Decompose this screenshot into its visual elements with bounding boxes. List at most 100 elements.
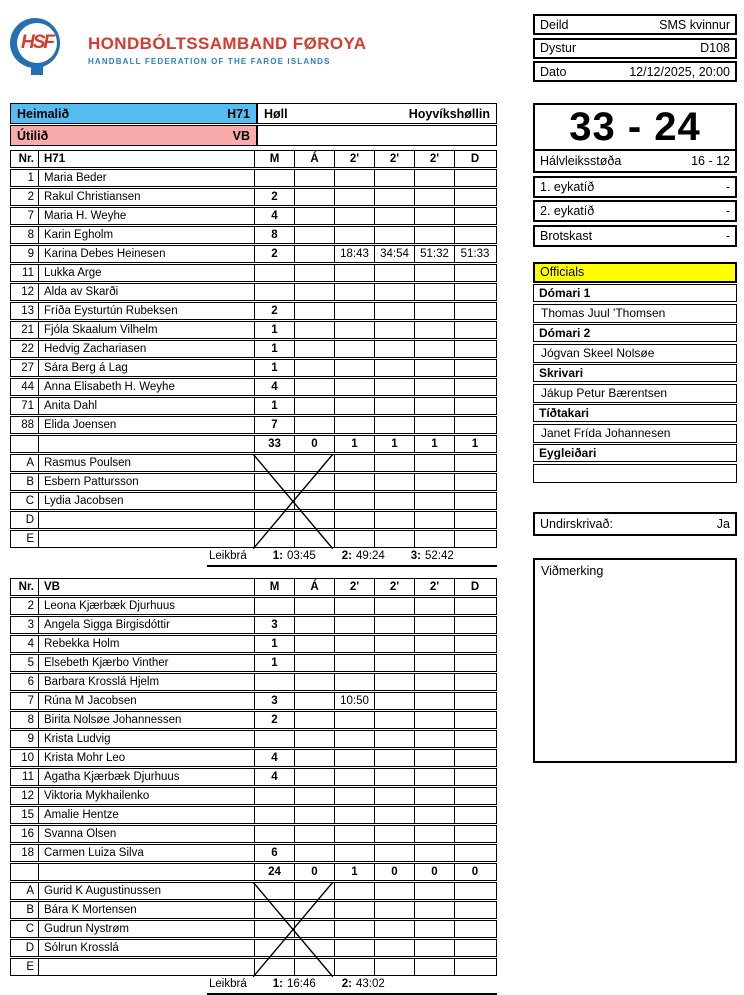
disqualification-cell <box>455 303 495 319</box>
suspension1-cell <box>335 788 375 804</box>
disqualification-cell <box>455 845 495 861</box>
suspension2-cell <box>375 598 415 614</box>
suspension2-cell <box>375 322 415 338</box>
suspension3-cell: 51:32 <box>415 246 455 262</box>
goals-cell: 2 <box>255 303 295 319</box>
player-name: Karin Egholm <box>39 227 255 243</box>
warning-cell <box>295 807 335 823</box>
suspension2-cell <box>375 360 415 376</box>
warning-cell <box>295 674 335 690</box>
extra-value: - <box>725 179 730 194</box>
suspension2-cell <box>375 379 415 395</box>
bench-name: Lydia Jacobsen <box>39 493 255 509</box>
player-row: 9 Karina Debes Heinesen 2 18:43 34:54 51… <box>10 245 497 263</box>
warning-cell <box>295 379 335 395</box>
player-name: Lukka Arge <box>39 265 255 281</box>
player-number: 12 <box>11 788 39 804</box>
bench-letter: C <box>11 921 39 937</box>
away-team-code: VB <box>232 128 250 143</box>
player-row: 44 Anna Elisabeth H. Weyhe 4 <box>10 378 497 396</box>
official-role: Skrivari <box>533 364 737 382</box>
warning-cell <box>295 303 335 319</box>
bench-name: Esbern Pattursson <box>39 474 255 490</box>
halftime-row: Hálvleiksstøða 16 - 12 <box>535 149 735 171</box>
suspension1-cell <box>335 341 375 357</box>
player-name: Carmen Luiza Silva <box>39 845 255 861</box>
disqualification-cell <box>455 636 495 652</box>
suspension3-cell <box>415 303 455 319</box>
player-number: 6 <box>11 674 39 690</box>
disqualification-cell <box>455 731 495 747</box>
player-name: Rúna M Jacobsen <box>39 693 255 709</box>
bench-name: Sólrun Krosslá <box>39 940 255 956</box>
disqualification-cell <box>455 750 495 766</box>
suspension2-cell <box>375 170 415 186</box>
player-name: Hedvig Zachariasen <box>39 341 255 357</box>
player-number: 44 <box>11 379 39 395</box>
officials-title: Officials <box>533 261 737 283</box>
goals-cell: 4 <box>255 208 295 224</box>
goals-cell: 2 <box>255 189 295 205</box>
bench-name: Gudrun Nystrøm <box>39 921 255 937</box>
suspension1-cell <box>335 750 375 766</box>
suspension3-cell <box>415 208 455 224</box>
player-row: 15 Amalie Hentze <box>10 806 497 824</box>
player-name: Elida Joensen <box>39 417 255 433</box>
timeout-item: 2: 43:02 <box>341 978 385 990</box>
hsf-logo: HSF <box>10 18 64 78</box>
goals-cell: 2 <box>255 712 295 728</box>
player-row: 71 Anita Dahl 1 <box>10 397 497 415</box>
player-number: 13 <box>11 303 39 319</box>
suspension2-cell <box>375 731 415 747</box>
signature-value: Ja <box>716 516 730 531</box>
player-name: Fríða Eysturtún Rubeksen <box>39 303 255 319</box>
suspension2-cell <box>375 788 415 804</box>
disqualification-cell <box>455 417 495 433</box>
suspension1-cell <box>335 208 375 224</box>
summary-column: 33 - 24 Hálvleiksstøða 16 - 12 1. eykatí… <box>533 103 737 763</box>
disqualification-cell <box>455 360 495 376</box>
player-number: 18 <box>11 845 39 861</box>
suspension2-cell <box>375 655 415 671</box>
player-number: 11 <box>11 769 39 785</box>
timeout-item: 3: 52:42 <box>410 550 454 562</box>
info-value: 12/12/2025, 20:00 <box>629 64 730 79</box>
player-name: Krista Ludvig <box>39 731 255 747</box>
suspension3-cell <box>415 826 455 842</box>
player-number: 2 <box>11 598 39 614</box>
disqualification-cell <box>455 322 495 338</box>
goals-cell <box>255 807 295 823</box>
disqualification-cell <box>455 655 495 671</box>
goals-cell: 1 <box>255 655 295 671</box>
logo-circle-icon: HSF <box>10 18 60 68</box>
player-name: Leona Kjærbæk Djurhuus <box>39 598 255 614</box>
suspension2-cell <box>375 265 415 281</box>
warning-cell <box>295 826 335 842</box>
player-name: Maria H. Weyhe <box>39 208 255 224</box>
bench-name: Rasmus Poulsen <box>39 455 255 471</box>
player-row: 13 Fríða Eysturtún Rubeksen 2 <box>10 302 497 320</box>
warning-cell <box>295 265 335 281</box>
halftime-label: Hálvleiksstøða <box>540 154 622 168</box>
suspension3-cell <box>415 845 455 861</box>
disqualification-cell: 51:33 <box>460 248 490 260</box>
hall-cell: Høll Hoyvíkshøllin <box>257 103 497 124</box>
player-row: 2 Leona Kjærbæk Djurhuus <box>10 597 497 615</box>
player-name: Alda av Skarði <box>39 284 255 300</box>
disqualification-cell <box>455 170 495 186</box>
player-number: 71 <box>11 398 39 414</box>
suspension1-cell <box>335 769 375 785</box>
bench-letter: B <box>11 902 39 918</box>
suspension1-cell <box>335 170 375 186</box>
remarks-box: Viðmerking <box>533 557 737 763</box>
goals-cell: 6 <box>255 845 295 861</box>
score-box: 33 - 24 Hálvleiksstøða 16 - 12 <box>533 103 737 173</box>
signature-box: Undirskrivað: Ja <box>533 511 737 536</box>
bench-row: E <box>10 530 497 548</box>
home-totals-row: 33 0 1 1 1 1 <box>10 435 497 453</box>
suspension3-cell <box>415 265 455 281</box>
suspension1-cell: 10:50 <box>335 693 375 709</box>
goals-cell: 1 <box>255 341 295 357</box>
warning-cell <box>295 417 335 433</box>
suspension3-cell <box>415 636 455 652</box>
